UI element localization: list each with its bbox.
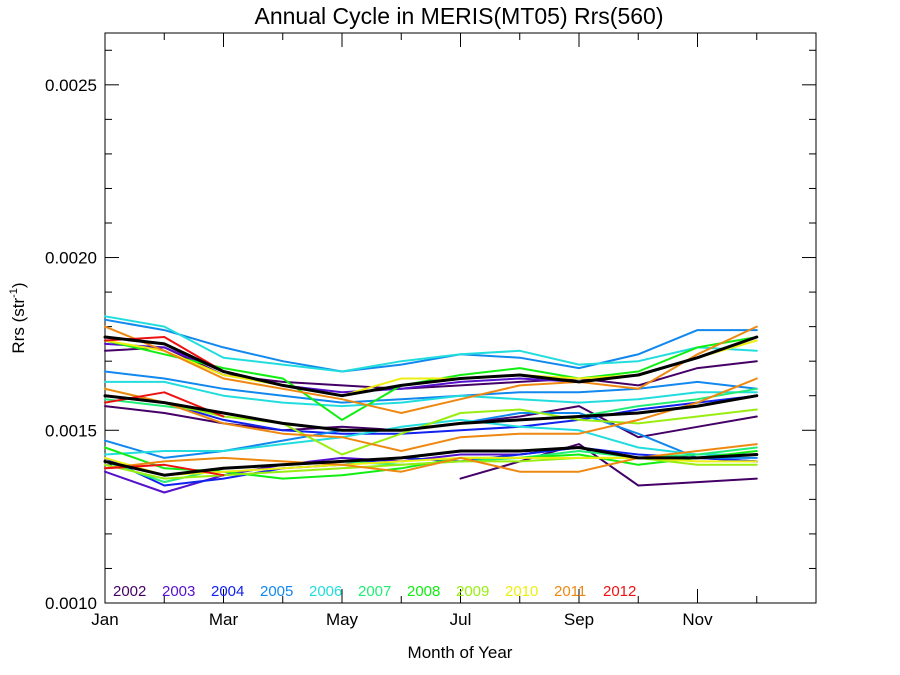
x-tick-label: Jan bbox=[91, 610, 118, 629]
series-line-10 bbox=[104, 315, 758, 373]
climatology-line-29 bbox=[103, 446, 759, 477]
x-tick-label: Mar bbox=[209, 610, 239, 629]
legend: 2002 2003 2004 2005 2006 2007 2008 2009 2010 2011… bbox=[113, 583, 636, 600]
series-line-22 bbox=[104, 377, 758, 452]
series-line-17 bbox=[104, 387, 758, 456]
series-line-7 bbox=[104, 318, 758, 373]
x-tick-label: Nov bbox=[682, 610, 713, 629]
x-tick-label: Sep bbox=[564, 610, 594, 629]
y-tick-label: 0.0015 bbox=[45, 421, 97, 440]
y-tick-label: 0.0020 bbox=[45, 249, 97, 268]
y-axis-label-main: Rrs (str bbox=[9, 298, 28, 354]
chart-title: Annual Cycle in MERIS(MT05) Rrs(560) bbox=[254, 3, 663, 29]
series-line-11 bbox=[104, 380, 758, 408]
x-tick-label: May bbox=[326, 610, 359, 629]
legend-entry-2009: 2009 bbox=[456, 583, 489, 600]
legend-entry-2010: 2010 bbox=[505, 583, 538, 600]
x-tick-label: Jul bbox=[450, 610, 472, 629]
legend-entry-2003: 2003 bbox=[162, 583, 195, 600]
y-axis-label: Rrs (str-1) bbox=[8, 282, 28, 353]
series-line-5 bbox=[104, 394, 758, 435]
y-tick-label: 0.0010 bbox=[45, 594, 97, 613]
series-line-21 bbox=[104, 325, 758, 414]
series-line-8 bbox=[104, 370, 758, 404]
series-line-12 bbox=[104, 418, 758, 456]
climatology-line-28 bbox=[103, 394, 759, 432]
legend-entry-2012: 2012 bbox=[603, 583, 636, 600]
y-axis-label-exponent: -1 bbox=[8, 288, 20, 298]
y-axis-ticks: 0.0010 0.0015 0.0020 0.0025 bbox=[45, 49, 816, 613]
series-layer bbox=[103, 315, 759, 494]
legend-entry-2008: 2008 bbox=[407, 583, 440, 600]
legend-entry-2007: 2007 bbox=[358, 583, 391, 600]
plot-frame bbox=[104, 32, 817, 604]
y-tick-label: 0.0025 bbox=[45, 76, 97, 95]
legend-entry-2011: 2011 bbox=[554, 583, 586, 600]
x-axis-ticks: Jan Mar May Jul Sep Nov bbox=[91, 33, 817, 629]
legend-entry-2004: 2004 bbox=[211, 583, 244, 600]
x-axis-label: Month of Year bbox=[408, 643, 513, 662]
legend-entry-2006: 2006 bbox=[309, 583, 342, 600]
series-line-18 bbox=[104, 456, 758, 480]
y-axis-label-close: ) bbox=[9, 282, 28, 288]
legend-entry-2002: 2002 bbox=[113, 583, 146, 600]
climatology-line-27 bbox=[103, 335, 759, 398]
legend-entry-2005: 2005 bbox=[260, 583, 293, 600]
